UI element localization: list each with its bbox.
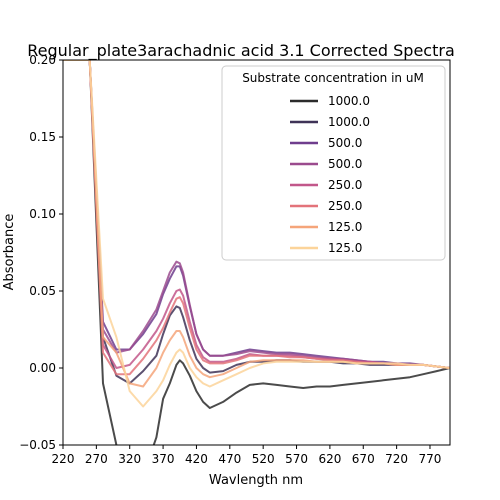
x-tick-label: 420 xyxy=(185,452,208,466)
series-layer xyxy=(63,60,450,445)
x-tick-label: 220 xyxy=(52,452,75,466)
y-tick-label: 0.00 xyxy=(29,361,56,375)
x-tick-label: 520 xyxy=(252,452,275,466)
legend-label-1: 1000.0 xyxy=(328,115,370,129)
series-line-7 xyxy=(63,60,450,408)
x-tick-label: 470 xyxy=(218,452,241,466)
legend-label-4: 250.0 xyxy=(328,178,362,192)
x-axis-label: Wavlength nm xyxy=(209,473,303,488)
series-line-1 xyxy=(63,60,450,385)
legend-label-3: 500.0 xyxy=(328,157,362,171)
legend-label-7: 125.0 xyxy=(328,241,362,255)
series-line-4 xyxy=(63,60,450,369)
chart-title: Regular_plate3arachadnic acid 3.1 Correc… xyxy=(27,41,455,61)
y-axis: −0.05 0.00 0.05 0.10 0.15 0.20 xyxy=(19,53,63,452)
x-tick-label: 720 xyxy=(385,452,408,466)
legend-label-2: 500.0 xyxy=(328,136,362,150)
legend-label-5: 250.0 xyxy=(328,199,362,213)
x-tick-label: 620 xyxy=(318,452,341,466)
series-line-0 xyxy=(63,60,450,445)
x-tick-label: 770 xyxy=(419,452,442,466)
y-tick-label: 0.05 xyxy=(29,284,56,298)
y-tick-label: 0.15 xyxy=(29,130,56,144)
legend-label-6: 125.0 xyxy=(328,220,362,234)
x-tick-label: 270 xyxy=(85,452,108,466)
legend-title: Substrate concentration in uM xyxy=(242,71,424,85)
x-tick-label: 670 xyxy=(352,452,375,466)
plot-frame xyxy=(62,59,451,446)
x-tick-label: 570 xyxy=(285,452,308,466)
y-tick-label: 0.10 xyxy=(29,207,56,221)
legend-label-0: 1000.0 xyxy=(328,94,370,108)
y-axis-label: Absorbance xyxy=(2,214,17,291)
x-tick-label: 320 xyxy=(118,452,141,466)
legend: Substrate concentration in uM 1000.0 1000… xyxy=(221,65,446,261)
x-tick-label: 370 xyxy=(152,452,175,466)
x-axis: 220 270 320 370 420 470 520 570 620 670 720 770 xyxy=(52,445,442,466)
y-tick-label: 0.20 xyxy=(29,53,56,67)
y-tick-label: −0.05 xyxy=(19,438,56,452)
legend-box xyxy=(221,65,446,261)
